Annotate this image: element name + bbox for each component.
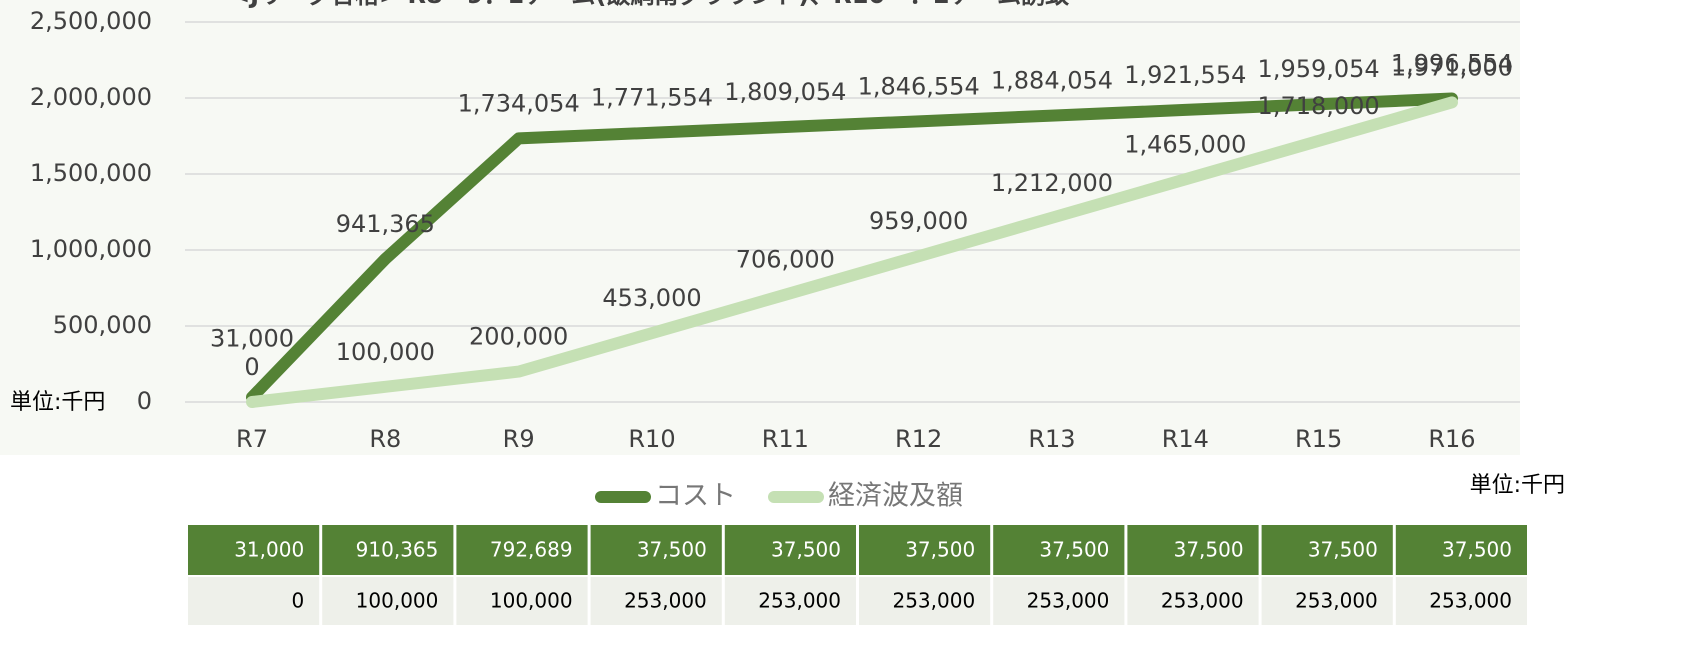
- series-line: [246, 92, 1458, 404]
- data-label: 1,846,554: [858, 72, 980, 100]
- table-cell-text: 37,500: [1039, 538, 1109, 562]
- table-cell: [590, 577, 722, 625]
- table-cell-text: 253,000: [1027, 589, 1110, 613]
- table-cell-text: 37,500: [1308, 538, 1378, 562]
- table-cell: [1261, 577, 1393, 625]
- data-label: 1,718,000: [1258, 92, 1380, 120]
- table-cell: [322, 525, 454, 575]
- data-label: 453,000: [602, 284, 701, 312]
- table-cell: [590, 525, 722, 575]
- table-cell-text: 253,000: [624, 589, 707, 613]
- x-tick-label: R16: [1428, 425, 1475, 453]
- table-unit: 単位:千円: [1470, 473, 1565, 498]
- y-tick-label: 0: [137, 387, 152, 415]
- table-cell: [1127, 577, 1259, 625]
- data-label: 1,884,054: [991, 67, 1113, 95]
- table-cell: [188, 525, 320, 575]
- series-line: [246, 96, 1458, 408]
- x-tick-label: R15: [1295, 425, 1342, 453]
- table-cell-text: 910,365: [356, 538, 439, 562]
- table-cell-text: 253,000: [892, 589, 975, 613]
- unit-label: 単位:千円: [10, 390, 105, 415]
- x-tick-label: R10: [628, 425, 675, 453]
- table-cell: [1395, 577, 1527, 625]
- data-label: 1,212,000: [991, 169, 1113, 197]
- table-cell: [456, 577, 588, 625]
- y-tick-label: 2,500,000: [30, 7, 152, 35]
- table-cell-text: 253,000: [1295, 589, 1378, 613]
- x-tick-label: R7: [236, 425, 268, 453]
- x-tick-label: R12: [895, 425, 942, 453]
- legend-label: コスト: [655, 481, 736, 512]
- table-cell: [322, 577, 454, 625]
- table-cell: [993, 525, 1125, 575]
- table-cell: [859, 577, 991, 625]
- table-cell: [724, 525, 856, 575]
- table-cell-text: 31,000: [234, 538, 304, 562]
- y-tick-label: 2,000,000: [30, 83, 152, 111]
- x-tick-label: R8: [369, 425, 401, 453]
- data-label: 1,771,554: [591, 84, 713, 112]
- data-label: 1,465,000: [1124, 130, 1246, 158]
- table-cell: [993, 577, 1125, 625]
- y-tick-label: 1,000,000: [30, 235, 152, 263]
- table-cell-text: 37,500: [637, 538, 707, 562]
- x-tick-label: R11: [762, 425, 809, 453]
- plot-background: [0, 0, 1520, 455]
- data-label: 706,000: [736, 246, 835, 274]
- table-cell-text: 253,000: [1161, 589, 1244, 613]
- table-cell-text: 37,500: [1442, 538, 1512, 562]
- table-cell: [188, 577, 320, 625]
- data-label: 1,734,054: [458, 89, 580, 117]
- data-label: 1,921,554: [1124, 61, 1246, 89]
- data-label: 1,809,054: [724, 78, 846, 106]
- data-label: 1,959,054: [1258, 55, 1380, 83]
- table-cell-text: 0: [291, 589, 304, 613]
- data-label: 100,000: [336, 338, 435, 366]
- table-cell-text: 100,000: [490, 589, 573, 613]
- y-tick-label: 500,000: [53, 311, 152, 339]
- table-cell: [1395, 525, 1527, 575]
- table-cell: [456, 525, 588, 575]
- data-label: 1,996,554: [1391, 50, 1513, 78]
- table-cell-text: 253,000: [1429, 589, 1512, 613]
- data-label: 1,971,000: [1391, 53, 1513, 81]
- y-tick-label: 1,500,000: [30, 159, 152, 187]
- table-cell-text: 253,000: [758, 589, 841, 613]
- table-cell-text: 37,500: [771, 538, 841, 562]
- table-cell: [859, 525, 991, 575]
- table-cell-text: 100,000: [356, 589, 439, 613]
- x-tick-label: R13: [1028, 425, 1075, 453]
- table-cell-text: 37,500: [905, 538, 975, 562]
- x-tick-label: R9: [503, 425, 535, 453]
- data-label: 200,000: [469, 323, 568, 351]
- data-label: 959,000: [869, 207, 968, 235]
- data-label: 0: [244, 353, 259, 381]
- data-label: 941,365: [336, 210, 435, 238]
- chart-title: <Jリーグ合格> R8〜9：1チーム(飯綱南グラウンド)、R10〜：2チーム誘致: [230, 0, 1070, 9]
- table-cell: [724, 577, 856, 625]
- x-tick-label: R14: [1162, 425, 1209, 453]
- table-cell: [1127, 525, 1259, 575]
- table-cell-text: 37,500: [1174, 538, 1244, 562]
- table-cell-text: 792,689: [490, 538, 573, 562]
- table-cell: [1261, 525, 1393, 575]
- data-label: 31,000: [210, 324, 294, 352]
- legend-label: 経済波及額: [828, 481, 963, 512]
